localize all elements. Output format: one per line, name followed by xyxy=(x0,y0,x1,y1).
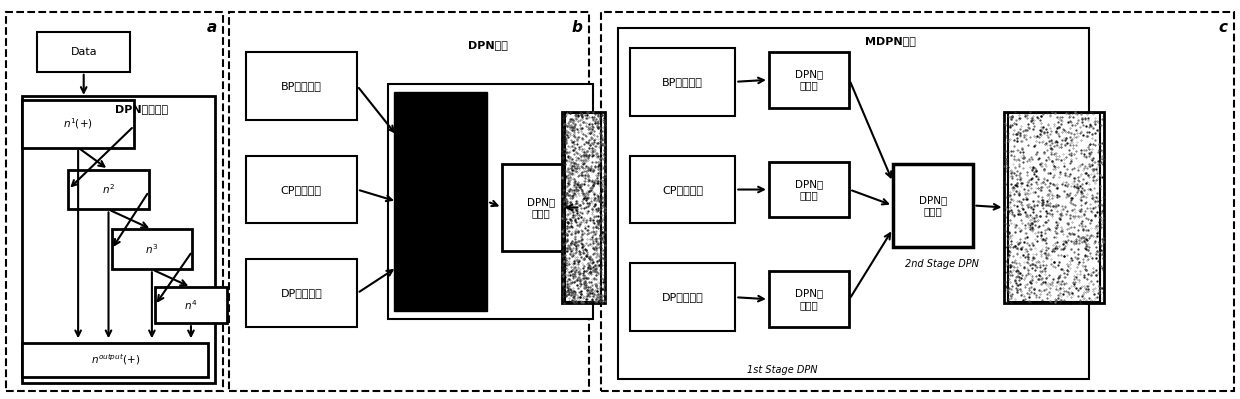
Text: BP特征矩阵: BP特征矩阵 xyxy=(281,81,321,91)
Text: BP特征矩阵: BP特征矩阵 xyxy=(662,77,703,87)
Bar xyxy=(229,12,589,391)
Bar xyxy=(246,52,357,120)
Text: $n^3$: $n^3$ xyxy=(145,243,159,256)
Text: $n^1(+)$: $n^1(+)$ xyxy=(63,116,93,131)
Text: CP特征矩阵: CP特征矩阵 xyxy=(662,184,703,195)
Text: $n^2$: $n^2$ xyxy=(102,183,115,196)
Bar xyxy=(630,48,735,116)
Bar xyxy=(155,287,227,323)
Bar xyxy=(630,156,735,223)
Text: DPN基
础单元: DPN基 础单元 xyxy=(795,179,823,200)
Bar xyxy=(893,164,973,247)
Bar xyxy=(601,12,1234,391)
Bar xyxy=(769,271,849,327)
Text: $n^4$: $n^4$ xyxy=(185,298,197,312)
Bar xyxy=(388,84,593,319)
Text: DPN基
础单元: DPN基 础单元 xyxy=(795,288,823,310)
Text: DPN基
础单元: DPN基 础单元 xyxy=(527,197,556,218)
Bar xyxy=(6,12,223,391)
Text: $n^{output}(+)$: $n^{output}(+)$ xyxy=(91,353,140,367)
Bar xyxy=(1004,112,1104,303)
Bar xyxy=(22,96,215,383)
Text: a: a xyxy=(207,20,217,35)
Text: DPN编码: DPN编码 xyxy=(469,40,508,50)
Text: 2nd Stage DPN: 2nd Stage DPN xyxy=(905,259,980,269)
Bar xyxy=(246,259,357,327)
Bar xyxy=(769,162,849,217)
Text: 1st Stage DPN: 1st Stage DPN xyxy=(748,365,817,375)
Text: DPN基础单元: DPN基础单元 xyxy=(115,104,169,114)
Text: DPN基
础单元: DPN基 础单元 xyxy=(795,69,823,91)
Bar xyxy=(246,156,357,223)
Bar xyxy=(502,164,580,251)
Bar xyxy=(630,263,735,331)
Bar xyxy=(565,113,601,302)
Bar xyxy=(394,92,487,311)
Text: b: b xyxy=(572,20,583,35)
Text: MDPN编码: MDPN编码 xyxy=(866,36,916,46)
Bar xyxy=(22,100,134,148)
Bar xyxy=(68,170,149,209)
Text: c: c xyxy=(1219,20,1228,35)
Bar xyxy=(1008,113,1100,302)
Bar xyxy=(37,32,130,72)
Bar xyxy=(769,52,849,108)
Bar xyxy=(22,343,208,377)
Bar xyxy=(562,112,605,303)
Text: DP特征矩阵: DP特征矩阵 xyxy=(662,292,703,302)
Bar xyxy=(112,229,192,269)
Text: DPN基
础单元: DPN基 础单元 xyxy=(919,195,947,216)
Text: DP特征矩阵: DP特征矩阵 xyxy=(280,288,322,298)
Text: Data: Data xyxy=(71,47,97,57)
Bar xyxy=(618,28,1089,379)
Text: CP特征矩阵: CP特征矩阵 xyxy=(280,184,322,195)
